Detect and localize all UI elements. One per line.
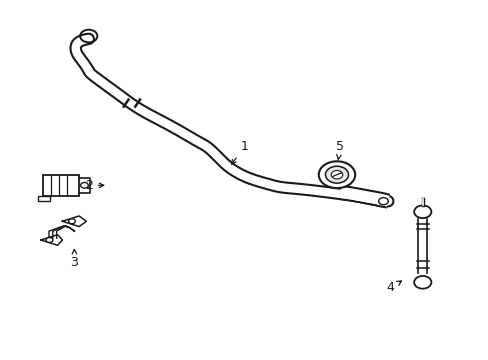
Text: 5: 5 (336, 140, 344, 159)
Circle shape (318, 161, 354, 188)
Circle shape (81, 183, 88, 188)
Circle shape (46, 238, 53, 242)
Circle shape (330, 171, 342, 179)
Circle shape (68, 219, 75, 224)
Text: 4: 4 (386, 281, 401, 294)
Circle shape (413, 276, 430, 289)
Circle shape (413, 206, 430, 218)
Text: 1: 1 (231, 140, 248, 164)
Text: 2: 2 (84, 179, 103, 192)
Circle shape (378, 198, 387, 205)
Text: 3: 3 (70, 249, 78, 269)
Circle shape (325, 166, 348, 183)
